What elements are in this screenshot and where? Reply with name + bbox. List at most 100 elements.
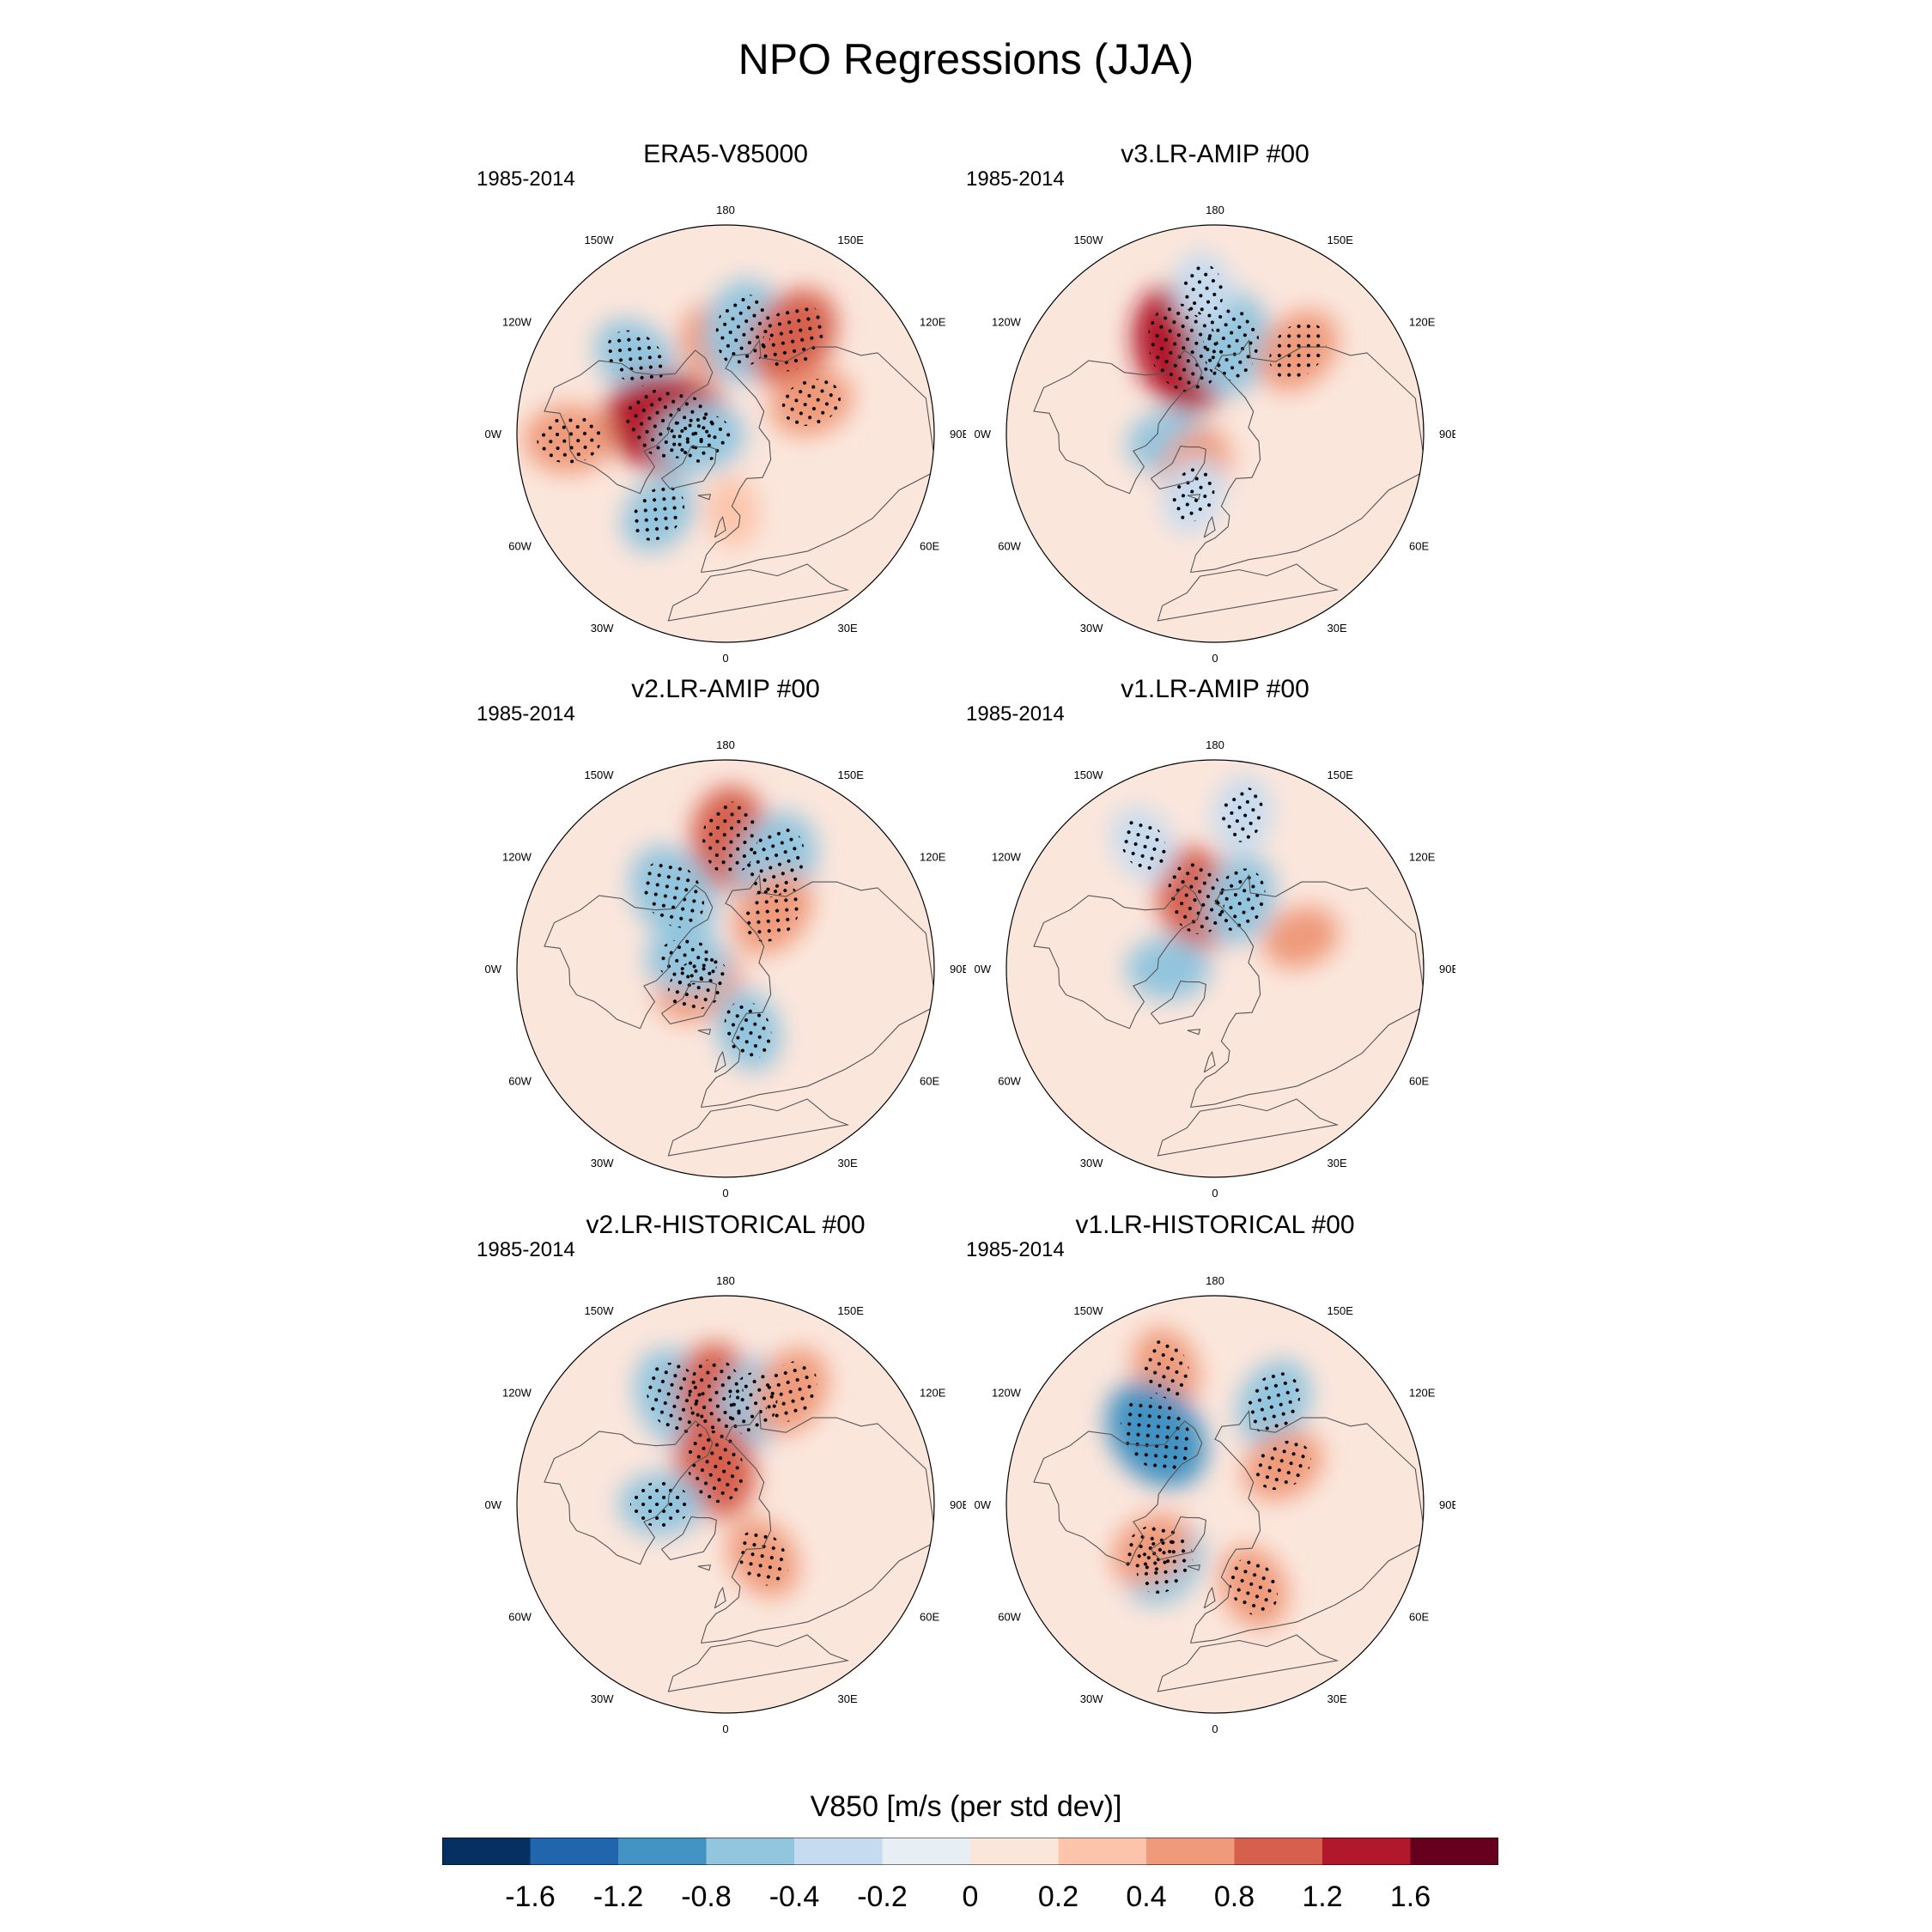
longitude-label: 150E [1327, 769, 1354, 781]
anomaly-patch [705, 476, 760, 548]
longitude-label: 0 [1212, 1187, 1218, 1200]
colorbar-swatch [1410, 1838, 1498, 1865]
coastline [697, 1029, 712, 1036]
coastline [697, 494, 712, 501]
coastline [544, 884, 714, 1030]
longitude-label: 90W [975, 428, 992, 440]
coastline [714, 1050, 726, 1073]
longitude-label: 30E [838, 1692, 858, 1705]
longitude-label: 120E [1409, 851, 1436, 864]
longitude-label: 120E [920, 1387, 946, 1400]
longitude-label: 90E [950, 1498, 966, 1511]
significance-stipple [762, 303, 824, 372]
map-frame [1005, 224, 1425, 643]
significance-stipple [1214, 868, 1266, 932]
longitude-label: 90W [485, 1498, 502, 1511]
significance-stipple [687, 1430, 744, 1504]
coastline [1033, 884, 1203, 1030]
colorbar-swatch [970, 1838, 1059, 1865]
panel-period: 1985-2014 [477, 702, 575, 726]
longitude-label: 90E [1439, 1498, 1455, 1511]
coastline [1157, 563, 1340, 622]
colorbar-swatch [530, 1838, 619, 1865]
longitude-label: 150W [1074, 769, 1104, 781]
coastline [1150, 980, 1206, 1025]
longitude-label: 90W [975, 1498, 992, 1511]
longitude-label: 150W [1074, 1304, 1104, 1317]
longitude-label: 0 [722, 652, 728, 665]
longitude-label: 60W [998, 540, 1021, 553]
significance-stipple [727, 1371, 778, 1436]
significance-stipple [1121, 1397, 1193, 1473]
coastline [700, 1409, 934, 1644]
longitude-label: 60W [508, 540, 532, 553]
map-background [1006, 1296, 1424, 1713]
map-frame [1005, 759, 1425, 1178]
coastline [667, 563, 850, 622]
coastline [1203, 1050, 1216, 1073]
colorbar-labels: -1.6 -1.2 -0.8 -0.4 -0.2 0 0.2 0.4 0.8 1.2 1.6 [0, 1880, 1932, 1923]
longitude-label: 0 [1212, 1722, 1218, 1735]
longitude-label: 30W [1080, 1157, 1103, 1170]
longitude-label: 60E [920, 540, 939, 553]
longitude-label: 90E [1439, 428, 1455, 440]
longitude-label: 150E [1327, 234, 1354, 246]
significance-stipple [642, 860, 704, 928]
significance-stipple [738, 1529, 788, 1586]
significance-stipple [1269, 322, 1327, 380]
longitude-label: 60W [508, 1075, 532, 1088]
colorbar-tick-label: 0.8 [1213, 1880, 1255, 1913]
longitude-label: 150E [838, 769, 865, 781]
panel-title: v1.LR-AMIP #00 [1121, 675, 1309, 703]
significance-stipple [1182, 263, 1224, 319]
longitude-label: 30E [1327, 1692, 1347, 1705]
longitude-label: 60W [998, 1611, 1021, 1624]
longitude-label: 60W [508, 1611, 532, 1624]
coastline [1157, 1098, 1340, 1157]
colorbar-tick-label: 0.4 [1126, 1880, 1167, 1913]
significance-stipple [630, 1481, 691, 1528]
significance-stipple [745, 827, 805, 898]
coastline [1189, 338, 1424, 574]
significance-stipple [1247, 1372, 1301, 1434]
significance-stipple [1120, 817, 1167, 871]
map-frame [516, 224, 935, 643]
panel-period: 1985-2014 [966, 1238, 1065, 1261]
longitude-label: 180 [1206, 204, 1224, 216]
coastline [700, 338, 934, 574]
panel-title: v3.LR-AMIP #00 [1121, 140, 1309, 168]
coastline [700, 873, 934, 1109]
map-panel-v2-amip: v2.LR-AMIP #00 1985-2014 180 150E 120E 90E 6… [477, 675, 966, 1209]
longitude-label: 90W [485, 428, 502, 440]
coastline [1187, 1564, 1201, 1571]
coastline [660, 1516, 717, 1561]
coastline [544, 349, 714, 495]
colorbar-swatch [1234, 1838, 1323, 1865]
longitude-label: 30W [1080, 622, 1103, 635]
longitude-label: 120W [992, 851, 1022, 864]
longitude-label: 60E [1409, 1611, 1429, 1624]
longitude-label: 60W [998, 1075, 1021, 1088]
longitude-label: 30E [1327, 1157, 1347, 1170]
longitude-label: 150W [585, 234, 615, 246]
longitude-label: 90E [950, 428, 966, 440]
coastline [1150, 1516, 1206, 1561]
significance-stipple [1229, 1558, 1278, 1616]
colorbar-tick-label: -0.2 [857, 1880, 908, 1913]
significance-stipple [1168, 861, 1224, 935]
significance-stipple [657, 939, 717, 985]
significance-stipple [606, 330, 665, 386]
map-panel-v1-amip: v1.LR-AMIP #00 1985-2014 180 150E 120E 90E 6… [966, 675, 1455, 1209]
significance-stipple [764, 1360, 817, 1422]
significance-stipple [1122, 1523, 1179, 1575]
coastline [1189, 873, 1424, 1109]
longitude-label: 120W [502, 851, 532, 864]
coastline [697, 1564, 712, 1571]
panel-period: 1985-2014 [477, 167, 575, 191]
longitude-label: 150W [585, 1304, 615, 1317]
panel-title: v2.LR-HISTORICAL #00 [586, 1211, 866, 1239]
figure-title: NPO Regressions (JJA) [738, 35, 1194, 83]
coastline [667, 1634, 850, 1692]
longitude-label: 180 [716, 204, 735, 216]
coastline [660, 980, 717, 1025]
